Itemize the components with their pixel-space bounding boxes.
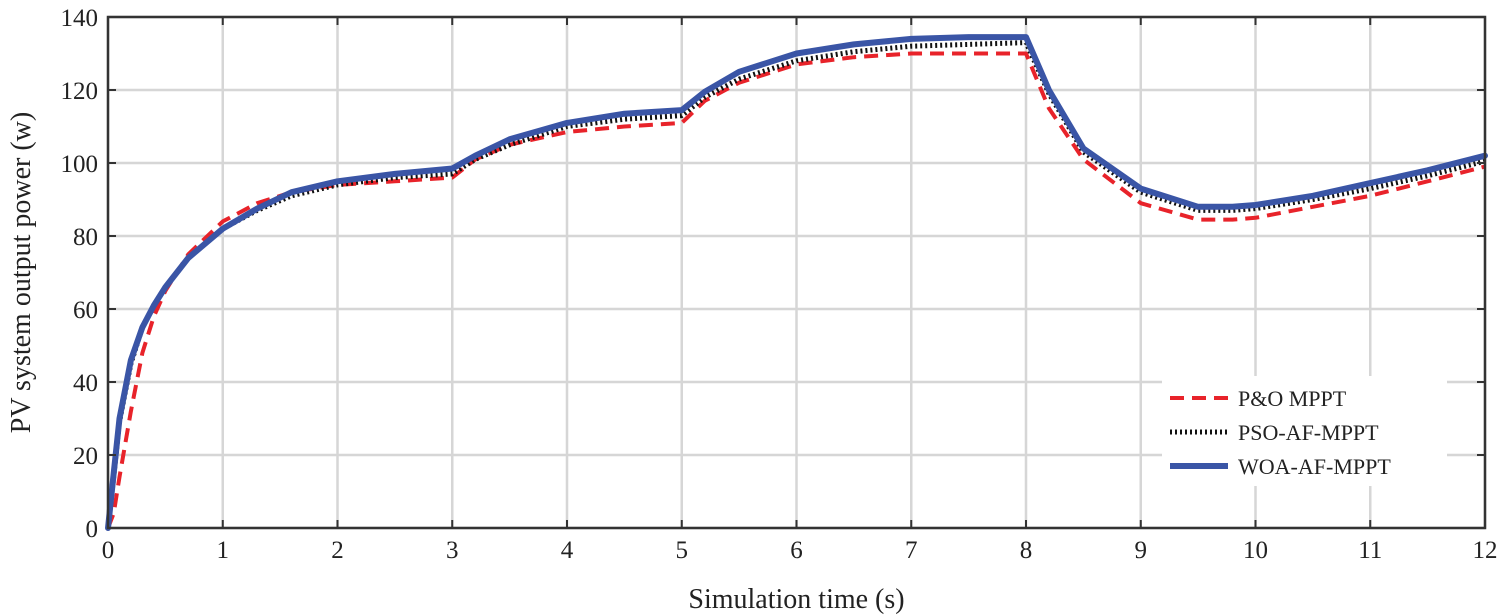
y-axis-title: PV system output power (w)	[6, 112, 37, 433]
x-axis-title: Simulation time (s)	[688, 584, 904, 615]
y-tick-label: 140	[61, 5, 99, 32]
legend-label: WOA-AF-MPPT	[1238, 454, 1391, 479]
legend-label: PSO-AF-MPPT	[1238, 420, 1379, 445]
x-tick-label: 0	[102, 537, 115, 564]
x-tick-label: 7	[905, 537, 918, 564]
y-tick-label: 60	[73, 297, 98, 324]
y-tick-label: 120	[61, 78, 99, 105]
x-tick-label: 1	[217, 537, 230, 564]
x-tick-label: 12	[1473, 537, 1498, 564]
x-tick-label: 3	[446, 537, 459, 564]
x-tick-label: 2	[331, 537, 344, 564]
series-line-2	[105, 34, 1488, 531]
series-line-0	[106, 51, 1486, 529]
y-tick-label: 100	[61, 151, 99, 178]
y-tick-label: 20	[73, 443, 98, 470]
x-tick-label: 4	[561, 537, 574, 564]
legend: P&O MPPT PSO-AF-MPPT WOA-AF-MPPT	[1162, 376, 1447, 486]
y-tick-label: 0	[86, 516, 99, 543]
x-tick-label: 11	[1358, 537, 1382, 564]
x-tick-label: 10	[1243, 537, 1268, 564]
x-tick-label: 9	[1135, 537, 1148, 564]
x-tick-label: 6	[790, 537, 803, 564]
y-tick-label: 40	[73, 370, 98, 397]
x-tick-label: 5	[676, 537, 689, 564]
series-lines	[105, 34, 1488, 531]
x-tick-label: 8	[1020, 537, 1033, 564]
y-tick-label: 80	[73, 224, 98, 251]
legend-label: P&O MPPT	[1238, 386, 1347, 411]
